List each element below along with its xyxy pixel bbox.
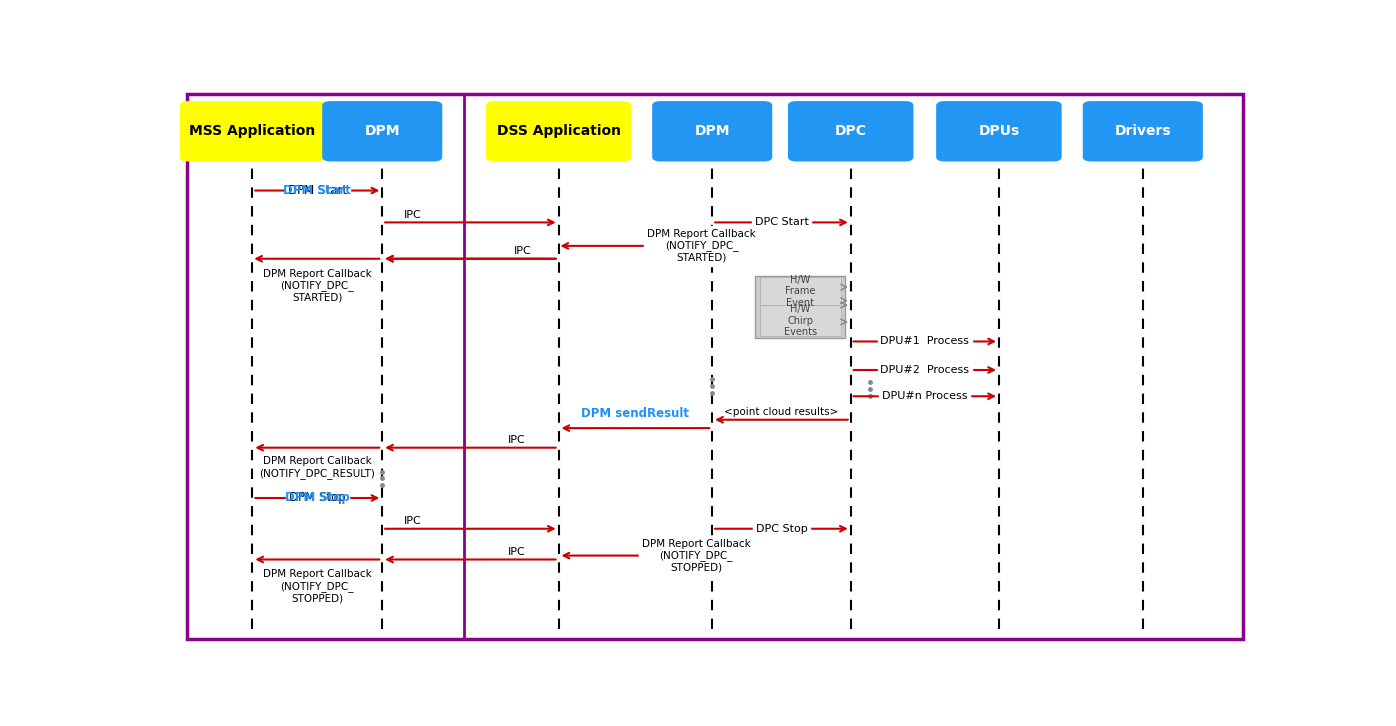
FancyBboxPatch shape [187, 94, 1244, 640]
FancyBboxPatch shape [787, 101, 913, 161]
Text: MSS Application: MSS Application [190, 124, 315, 138]
FancyBboxPatch shape [755, 275, 846, 338]
Text: DPC Stop: DPC Stop [755, 523, 807, 534]
Text: DPM Stop: DPM Stop [285, 492, 349, 505]
FancyBboxPatch shape [322, 101, 443, 161]
Text: <point cloud results>: <point cloud results> [725, 407, 839, 417]
Text: DSS Application: DSS Application [497, 124, 621, 138]
Text: IPC: IPC [403, 210, 422, 220]
Text: IPC: IPC [508, 547, 526, 558]
Text: DPM Start: DPM Start [288, 184, 346, 197]
FancyBboxPatch shape [759, 305, 840, 336]
Text: IPC: IPC [403, 516, 422, 526]
FancyBboxPatch shape [652, 101, 772, 161]
Text: DPUs: DPUs [979, 124, 1019, 138]
Text: DPM Start: DPM Start [283, 184, 352, 197]
Text: IPC: IPC [508, 436, 526, 446]
Text: H/W
Frame
Event: H/W Frame Event [785, 274, 815, 308]
Text: Drivers: Drivers [1114, 124, 1171, 138]
FancyBboxPatch shape [1083, 101, 1203, 161]
Text: DPM Report Callback
(NOTIFY_DPC_
STOPPED): DPM Report Callback (NOTIFY_DPC_ STOPPED… [642, 539, 751, 573]
Text: DPU#1  Process: DPU#1 Process [881, 336, 969, 346]
FancyBboxPatch shape [180, 101, 325, 161]
Text: DPU#2  Process: DPU#2 Process [881, 365, 969, 375]
Text: DPM Report Callback
(NOTIFY_DPC_
STARTED): DPM Report Callback (NOTIFY_DPC_ STARTED… [262, 269, 371, 303]
Text: DPM Report Callback
(NOTIFY_DPC_
STOPPED): DPM Report Callback (NOTIFY_DPC_ STOPPED… [262, 569, 371, 603]
Text: IPC: IPC [514, 246, 532, 256]
Text: H/W
Chirp
Events: H/W Chirp Events [783, 304, 817, 337]
Text: DPC Start: DPC Start [754, 217, 808, 227]
Text: DPU#n Process: DPU#n Process [882, 391, 967, 401]
Text: DPM: DPM [694, 124, 730, 138]
FancyBboxPatch shape [486, 101, 631, 161]
Text: DPC: DPC [835, 124, 867, 138]
Text: DPM Report Callback
(NOTIFY_DPC_RESULT): DPM Report Callback (NOTIFY_DPC_RESULT) [260, 456, 376, 478]
Text: DPM Stop: DPM Stop [289, 492, 346, 505]
Text: DPM Report Callback
(NOTIFY_DPC_
STARTED): DPM Report Callback (NOTIFY_DPC_ STARTED… [646, 229, 755, 263]
FancyBboxPatch shape [937, 101, 1061, 161]
Text: DPM sendResult: DPM sendResult [581, 407, 690, 420]
FancyBboxPatch shape [759, 277, 840, 305]
Text: DPM: DPM [364, 124, 401, 138]
